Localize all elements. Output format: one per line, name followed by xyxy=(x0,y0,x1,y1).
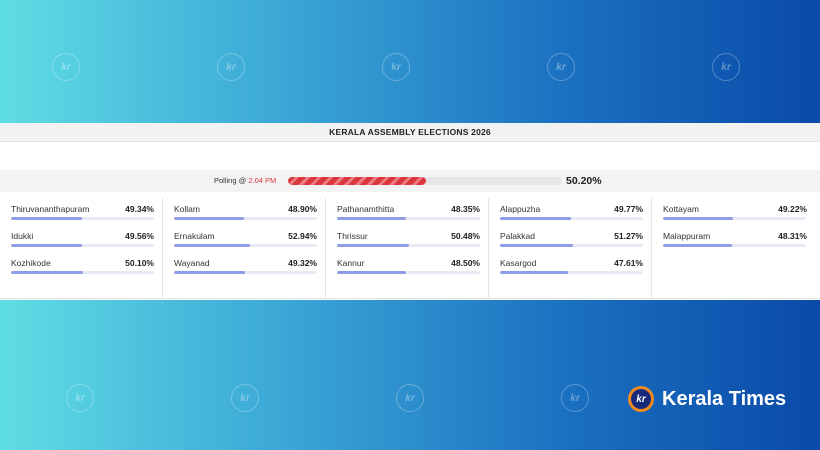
district-name: Palakkad xyxy=(500,231,535,241)
watermark-logo-icon: kr xyxy=(712,53,740,81)
district-column: Kollam 48.90% Ernakulam 52.94% Wayanad 49.32% xyxy=(163,198,326,298)
district-item: Malappuram 48.31% xyxy=(652,225,815,252)
brand-logo: kr Kerala Times xyxy=(628,386,786,412)
district-turnout: 50.10% xyxy=(125,258,154,268)
watermark-logo-icon: kr xyxy=(561,384,589,412)
district-name: Kasargod xyxy=(500,258,537,268)
watermark-logo-icon: kr xyxy=(66,384,94,412)
district-turnout: 49.32% xyxy=(288,258,317,268)
district-item: Palakkad 51.27% xyxy=(489,225,651,252)
district-progress-fill xyxy=(174,217,244,220)
district-turnout: 49.34% xyxy=(125,204,154,214)
election-panel: KERALA ASSEMBLY ELECTIONS 2026 Polling @… xyxy=(0,123,820,300)
district-name: Thiruvananthapuram xyxy=(11,204,90,214)
district-progress-bar xyxy=(500,217,643,220)
district-progress-bar xyxy=(337,244,480,247)
district-progress-fill xyxy=(663,217,734,220)
polling-time: 2.04 PM xyxy=(248,176,277,185)
watermark-logo-icon: kr xyxy=(396,384,424,412)
district-progress-bar xyxy=(337,271,480,274)
district-name: Kozhikode xyxy=(11,258,51,268)
district-progress-bar xyxy=(663,244,806,247)
polling-prefix: Polling @ xyxy=(214,176,247,185)
district-progress-fill xyxy=(663,244,733,247)
district-progress-fill xyxy=(337,271,407,274)
watermark-logo-icon: kr xyxy=(382,53,410,81)
district-turnout: 48.31% xyxy=(778,231,807,241)
district-item: Thrissur 50.48% xyxy=(326,225,488,252)
polling-progress-bar xyxy=(288,177,562,185)
district-progress-fill xyxy=(337,217,407,220)
polling-row: Polling @ 2.04 PM 50.20% xyxy=(0,170,820,192)
polling-percent: 50.20% xyxy=(566,175,602,187)
district-progress-fill xyxy=(174,271,245,274)
district-turnout: 52.94% xyxy=(288,231,317,241)
district-column: Pathanamthitta 48.35% Thrissur 50.48% Kannur… xyxy=(326,198,489,298)
district-name: Thrissur xyxy=(337,231,368,241)
district-item: Pathanamthitta 48.35% xyxy=(326,198,488,225)
district-name: Wayanad xyxy=(174,258,210,268)
district-turnout: 49.22% xyxy=(778,204,807,214)
district-item: Thiruvananthapuram 49.34% xyxy=(0,198,162,225)
district-progress-fill xyxy=(337,244,410,247)
district-grid: Thiruvananthapuram 49.34% Idukki 49.56% Kozh… xyxy=(0,192,820,299)
brand-name: Kerala Times xyxy=(662,387,787,410)
district-column: Thiruvananthapuram 49.34% Idukki 49.56% Kozh… xyxy=(0,198,163,298)
district-item: Kozhikode 50.10% xyxy=(0,252,162,279)
district-name: Kollam xyxy=(174,204,200,214)
district-name: Alappuzha xyxy=(500,204,541,214)
watermark-logo-icon: kr xyxy=(547,53,575,81)
district-turnout: 47.61% xyxy=(614,258,643,268)
district-turnout: 48.90% xyxy=(288,204,317,214)
district-progress-bar xyxy=(663,217,806,220)
district-name: Ernakulam xyxy=(174,231,215,241)
district-progress-bar xyxy=(11,217,154,220)
district-turnout: 50.48% xyxy=(451,231,480,241)
district-progress-bar xyxy=(500,271,643,274)
district-column: Kottayam 49.22% Malappuram 48.31% xyxy=(652,198,815,298)
district-progress-fill xyxy=(500,244,574,247)
district-progress-fill xyxy=(500,271,569,274)
panel-title: KERALA ASSEMBLY ELECTIONS 2026 xyxy=(0,123,820,142)
district-progress-fill xyxy=(11,244,82,247)
district-progress-fill xyxy=(174,244,250,247)
district-name: Malappuram xyxy=(663,231,711,241)
polling-progress-fill xyxy=(288,177,426,185)
district-progress-bar xyxy=(174,217,317,220)
district-turnout: 49.77% xyxy=(614,204,643,214)
district-progress-bar xyxy=(174,244,317,247)
district-item: Kasargod 47.61% xyxy=(489,252,651,279)
district-turnout: 48.35% xyxy=(451,204,480,214)
brand-mark-icon: kr xyxy=(628,386,658,412)
district-item: Ernakulam 52.94% xyxy=(163,225,325,252)
district-progress-fill xyxy=(11,271,83,274)
district-turnout: 49.56% xyxy=(125,231,154,241)
district-name: Kannur xyxy=(337,258,365,268)
district-progress-bar xyxy=(174,271,317,274)
polling-label: Polling @ 2.04 PM xyxy=(214,176,276,185)
district-item: Kottayam 49.22% xyxy=(652,198,815,225)
district-item: Wayanad 49.32% xyxy=(163,252,325,279)
district-item: Idukki 49.56% xyxy=(0,225,162,252)
district-item: Kollam 48.90% xyxy=(163,198,325,225)
district-name: Pathanamthitta xyxy=(337,204,395,214)
district-item: Kannur 48.50% xyxy=(326,252,488,279)
district-progress-bar xyxy=(11,244,154,247)
district-turnout: 51.27% xyxy=(614,231,643,241)
district-name: Kottayam xyxy=(663,204,699,214)
district-item: Alappuzha 49.77% xyxy=(489,198,651,225)
watermark-logo-icon: kr xyxy=(217,53,245,81)
district-progress-fill xyxy=(11,217,82,220)
district-column: Alappuzha 49.77% Palakkad 51.27% Kasargod 47.… xyxy=(489,198,652,298)
district-progress-fill xyxy=(500,217,572,220)
watermark-logo-icon: kr xyxy=(52,53,80,81)
district-progress-bar xyxy=(11,271,154,274)
watermark-logo-icon: kr xyxy=(231,384,259,412)
district-progress-bar xyxy=(500,244,643,247)
district-progress-bar xyxy=(337,217,480,220)
district-turnout: 48.50% xyxy=(451,258,480,268)
district-name: Idukki xyxy=(11,231,34,241)
